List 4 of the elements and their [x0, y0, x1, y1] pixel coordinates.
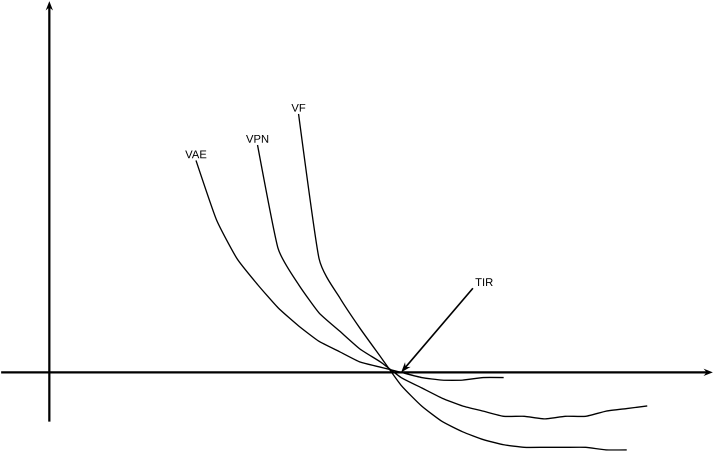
- annotation: TIR: [475, 278, 493, 286]
- series-label: VF: [291, 104, 306, 112]
- series-label: VAE: [185, 150, 206, 158]
- series-label: VPN: [246, 135, 268, 143]
